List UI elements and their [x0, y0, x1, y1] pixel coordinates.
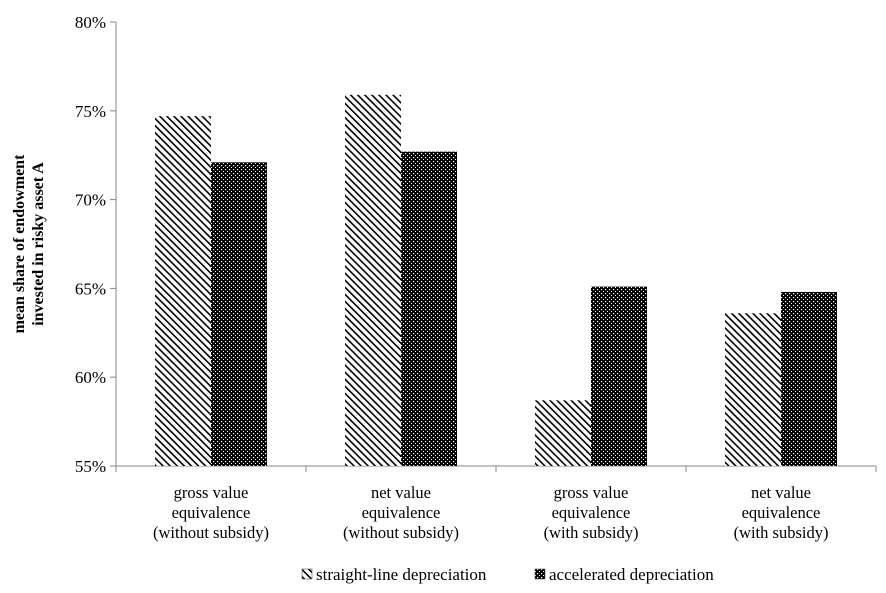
y-tick-label: 75% [75, 102, 106, 121]
bar-straight-line-2 [345, 94, 401, 466]
y-tick-label: 70% [75, 191, 106, 210]
x-category-label: net value equivalence (with subsidy) [734, 483, 829, 542]
bar-accelerated-2 [401, 151, 457, 466]
x-category-label: gross value equivalence (without subsidy) [153, 483, 269, 542]
legend-swatch-accelerated [534, 568, 546, 580]
legend-label-straight-line: straight-line depreciation [316, 565, 487, 584]
y-tick-label: 60% [75, 368, 106, 387]
y-tick-label: 65% [75, 279, 106, 298]
y-tick-label: 55% [75, 457, 106, 476]
legend-label-accelerated: accelerated depreciation [549, 565, 714, 584]
bar-accelerated-1 [211, 162, 267, 466]
bar-accelerated-3 [591, 286, 647, 466]
bar-straight-line-1 [155, 116, 211, 467]
axes: 55% 60% 65% 70% 75% 80% gross value equivalence… [75, 13, 877, 542]
legend: straight-line depreciation accelerated de… [301, 565, 714, 584]
bar-accelerated-4 [781, 291, 837, 466]
y-axis-title: mean share of endowment invested in risky… [11, 154, 47, 333]
bar-straight-line-3 [535, 400, 591, 466]
y-axis-label: mean share of endowment invested in risky… [11, 154, 47, 333]
legend-swatch-straight-line [301, 568, 313, 580]
x-category-label: gross value equivalence (with subsidy) [544, 483, 639, 542]
y-tick-label: 80% [75, 13, 106, 32]
bars [155, 94, 837, 467]
bar-straight-line-4 [725, 313, 781, 466]
x-category-label: net value equivalence (without subsidy) [343, 483, 459, 542]
